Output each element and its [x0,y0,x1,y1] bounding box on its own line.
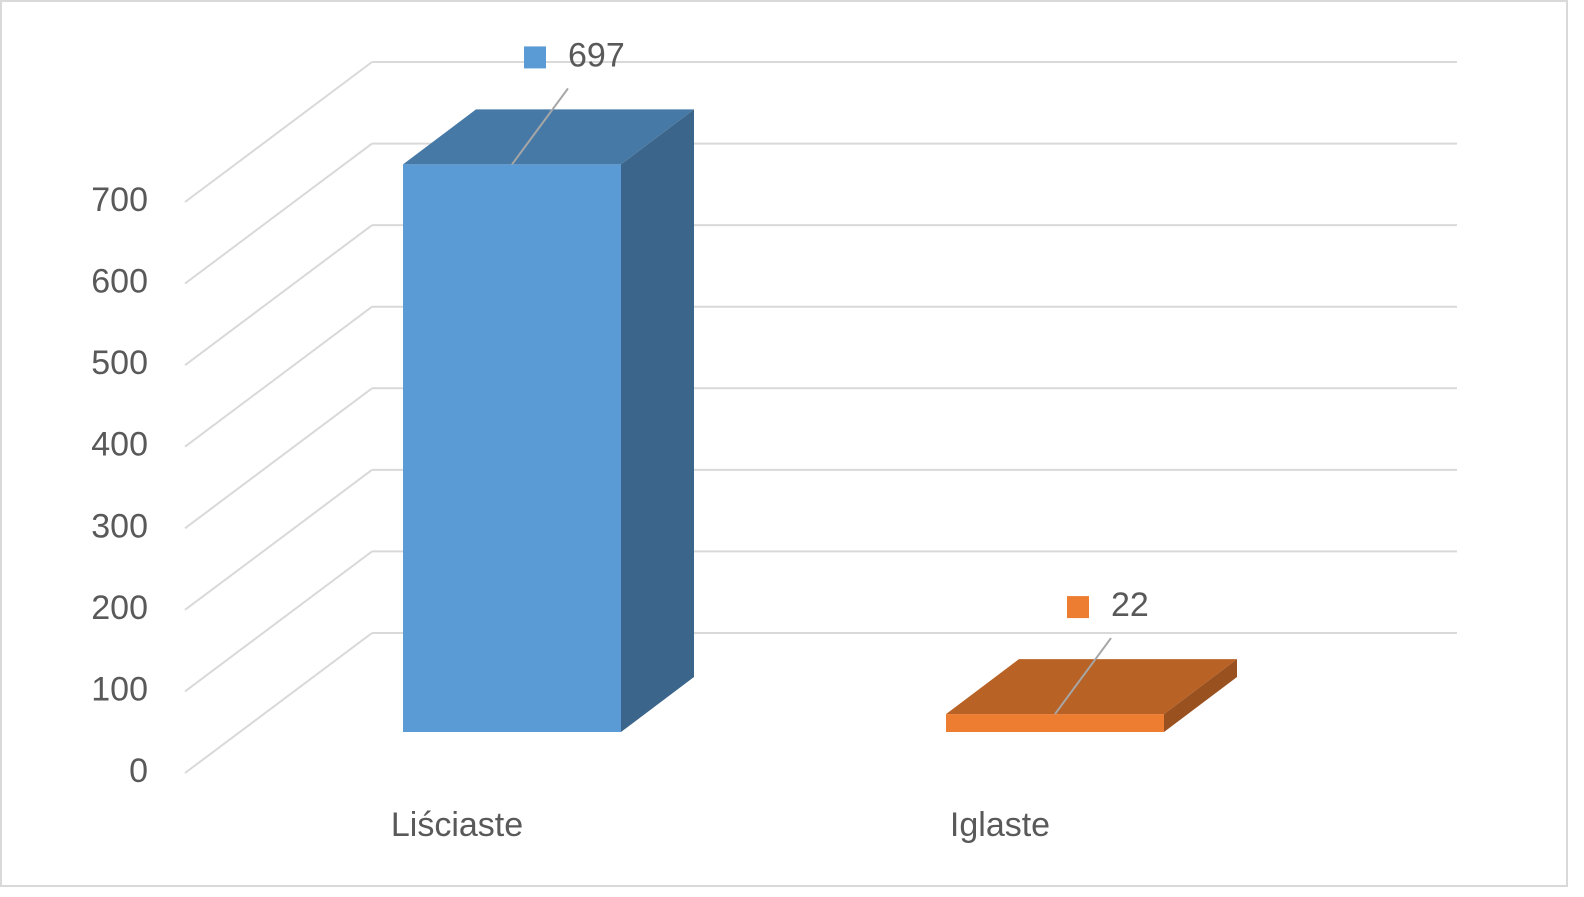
grid-line [184,142,373,285]
grid-line [184,632,373,774]
y-tick-label: 100 [91,670,148,708]
leader-line [511,87,569,166]
y-tick-label: 500 [91,344,148,382]
x-tick-label: Liściaste [391,806,523,844]
label-key [1067,596,1089,619]
grid-line [184,550,373,693]
y-tick-label: 200 [91,589,148,627]
y-tick-label: 700 [91,181,148,219]
y-tick-label: 300 [91,507,148,545]
chart-border [0,0,1568,887]
grid-line [184,387,373,530]
data-label: 22 [1111,586,1149,624]
bar-top [946,659,1237,715]
bar [946,714,1164,732]
leader-line [1054,637,1112,715]
grid-line [184,224,373,366]
bar [403,164,621,732]
grid-line [184,305,373,448]
grid-line [184,61,373,203]
data-label: 697 [568,36,625,74]
grid-line [184,469,373,611]
y-tick-label: 400 [91,426,148,464]
bar-side [621,109,694,732]
bar-side [1164,659,1237,732]
y-tick-label: 0 [129,752,148,790]
x-tick-label: Iglaste [950,806,1050,844]
bar-top [403,109,694,165]
label-key [524,46,546,69]
y-tick-label: 600 [91,263,148,301]
